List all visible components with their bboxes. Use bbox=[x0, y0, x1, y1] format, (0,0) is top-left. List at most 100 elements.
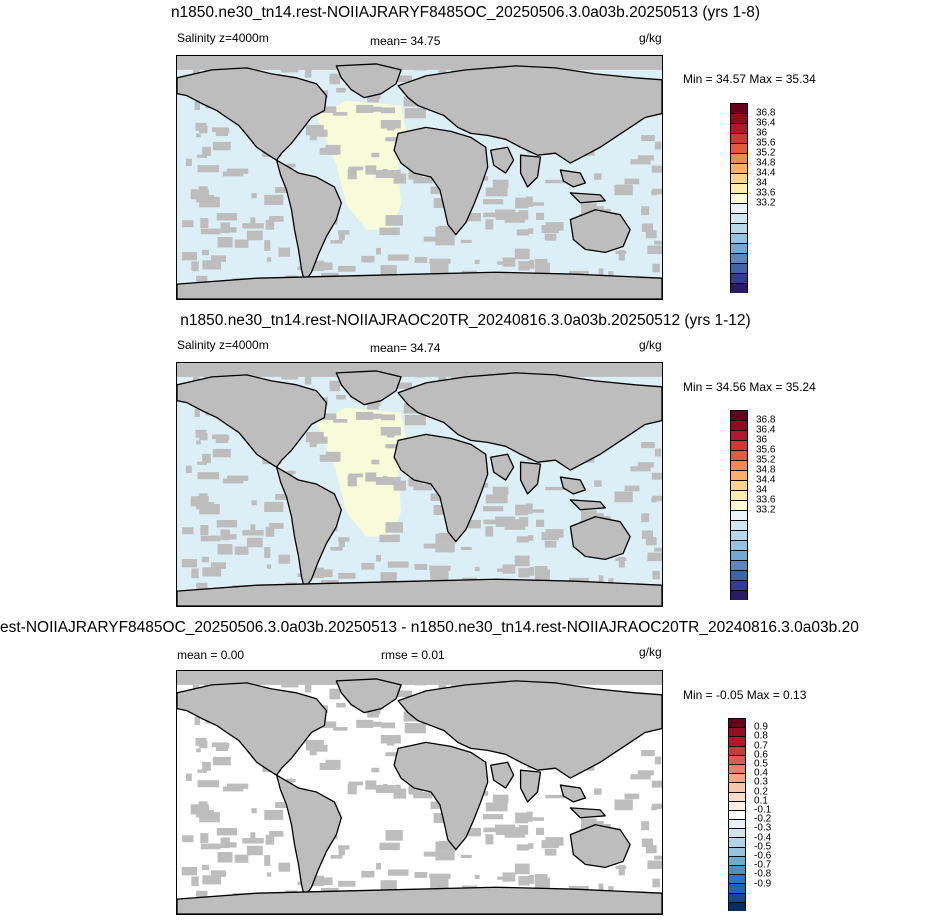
colorbar-cell bbox=[730, 113, 748, 123]
panel-3-title: est-NOIIAJRARYF8485OC_20250506.3.0a03b.2… bbox=[0, 619, 859, 636]
panel-3-map bbox=[176, 670, 663, 915]
atlantic-area bbox=[316, 100, 409, 230]
colorbar-label: 36.8 bbox=[756, 107, 776, 119]
colorbar-cell bbox=[730, 223, 748, 233]
continent-outline bbox=[393, 126, 489, 236]
colorbar-cell bbox=[730, 143, 748, 153]
continent-outline bbox=[569, 824, 631, 869]
colorbar-cell bbox=[728, 855, 746, 865]
colorbar-cell bbox=[728, 736, 746, 746]
continent-outline bbox=[393, 433, 489, 543]
colorbar-cell bbox=[730, 420, 748, 430]
continent-outline bbox=[397, 680, 662, 779]
colorbar-cell bbox=[730, 173, 748, 183]
panel-2-map-svg bbox=[177, 363, 662, 606]
continent-outline bbox=[569, 516, 631, 561]
colorbar-cell bbox=[730, 430, 748, 440]
colorbar-cell bbox=[730, 590, 748, 600]
continents bbox=[177, 370, 662, 606]
panel-2-map bbox=[176, 362, 663, 607]
continent-outline bbox=[177, 578, 662, 606]
colorbar-cell bbox=[728, 745, 746, 755]
colorbar-cell bbox=[730, 570, 748, 580]
continent-outline bbox=[335, 370, 402, 406]
colorbar-label: 0.3 bbox=[754, 776, 768, 788]
colorbar-cell bbox=[728, 718, 746, 728]
panel-3-colorbar: 0.9 0.8 0.7 0.6 0.5 0.4 0.3 0.2 0.1 -0.1 -0.2 -0.3-… bbox=[728, 718, 771, 911]
continent-outline bbox=[275, 159, 342, 283]
continent-outline bbox=[569, 807, 606, 819]
colorbar-label: 34.8 bbox=[756, 157, 776, 169]
colorbar-cell bbox=[730, 530, 748, 540]
colorbar-cell bbox=[728, 837, 746, 847]
continent-outline bbox=[335, 678, 402, 714]
continent-outline bbox=[177, 374, 328, 468]
colorbar-label: 34 bbox=[756, 484, 768, 496]
colorbar-label: -0.7 bbox=[754, 859, 772, 871]
panel-1-map-svg bbox=[177, 56, 662, 299]
colorbar-cell bbox=[730, 163, 748, 173]
colorbar-label: 0.6 bbox=[754, 749, 768, 761]
panel-1-title: n1850.ne30_tn14.rest-NOIIAJRARYF8485OC_2… bbox=[170, 4, 761, 21]
colorbar-label: 34.4 bbox=[756, 167, 776, 179]
colorbar-cell bbox=[730, 153, 748, 163]
colorbar-label: 0.5 bbox=[754, 758, 768, 770]
colorbar-cell bbox=[728, 763, 746, 774]
colorbar-label: 34.4 bbox=[756, 474, 776, 486]
colorbar-cell bbox=[728, 791, 746, 801]
continent-outline bbox=[569, 209, 631, 254]
continent-outline bbox=[559, 169, 586, 188]
continent-outline bbox=[275, 466, 342, 590]
colorbar-label: 36.4 bbox=[756, 424, 776, 436]
continent-outline bbox=[397, 65, 662, 164]
continent-outline bbox=[519, 461, 542, 495]
colorbar-label: 36.4 bbox=[756, 117, 776, 129]
colorbar-cell bbox=[730, 440, 748, 450]
colorbar-cell bbox=[728, 754, 746, 764]
colorbar-label: -0.2 bbox=[754, 813, 772, 825]
atlantic-area bbox=[316, 715, 409, 845]
colorbar-label: 36 bbox=[756, 127, 768, 139]
continent-outline bbox=[559, 784, 586, 803]
continent-outline bbox=[177, 682, 328, 776]
colorbar-cell bbox=[730, 133, 748, 143]
colorbar-label: 33.2 bbox=[756, 197, 776, 209]
continent-outline bbox=[519, 154, 542, 188]
colorbar-cell bbox=[730, 273, 748, 283]
colorbar-label: -0.9 bbox=[754, 878, 772, 890]
colorbar-cell bbox=[730, 560, 748, 570]
continents bbox=[177, 678, 662, 914]
colorbar-cell bbox=[730, 253, 748, 263]
continent-outline bbox=[397, 372, 662, 471]
continent-outline bbox=[393, 741, 489, 851]
colorbar-cell bbox=[730, 123, 748, 133]
continent-outline bbox=[275, 774, 342, 898]
colorbar-cell bbox=[730, 103, 748, 113]
colorbar-cell bbox=[728, 828, 746, 838]
atlantic-area bbox=[316, 407, 409, 537]
colorbar-label: 36 bbox=[756, 434, 768, 446]
colorbar-label: 0.1 bbox=[754, 795, 768, 807]
colorbar-label: 0.4 bbox=[754, 767, 768, 779]
colorbar-cell bbox=[728, 865, 746, 875]
colorbar-cell bbox=[730, 540, 748, 550]
panel-1-minmax: Min = 34.57 Max = 35.34 bbox=[683, 72, 816, 86]
panel-3-rmse: rmse = 0.01 bbox=[381, 648, 445, 662]
continent-outline bbox=[490, 761, 515, 789]
colorbar-label: 35.6 bbox=[756, 444, 776, 456]
colorbar-label: 33.6 bbox=[756, 494, 776, 506]
panel-1-units: g/kg bbox=[639, 31, 662, 45]
colorbar-cell bbox=[728, 883, 746, 893]
colorbar-label: -0.5 bbox=[754, 841, 772, 853]
colorbar-label: 35.6 bbox=[756, 137, 776, 149]
colorbar-label: 0.2 bbox=[754, 786, 768, 798]
colorbar-cell bbox=[728, 782, 746, 792]
colorbar-cell bbox=[728, 892, 746, 902]
colorbar-label: -0.4 bbox=[754, 832, 772, 844]
panel-3-minmax: Min = -0.05 Max = 0.13 bbox=[683, 688, 807, 702]
panel-1-variable-label: Salinity z=4000m bbox=[177, 31, 269, 45]
colorbar-label: 34.8 bbox=[756, 464, 776, 476]
colorbar-cell bbox=[728, 874, 746, 884]
colorbar-cell bbox=[730, 263, 748, 273]
colorbar-label: 0.8 bbox=[754, 730, 768, 742]
